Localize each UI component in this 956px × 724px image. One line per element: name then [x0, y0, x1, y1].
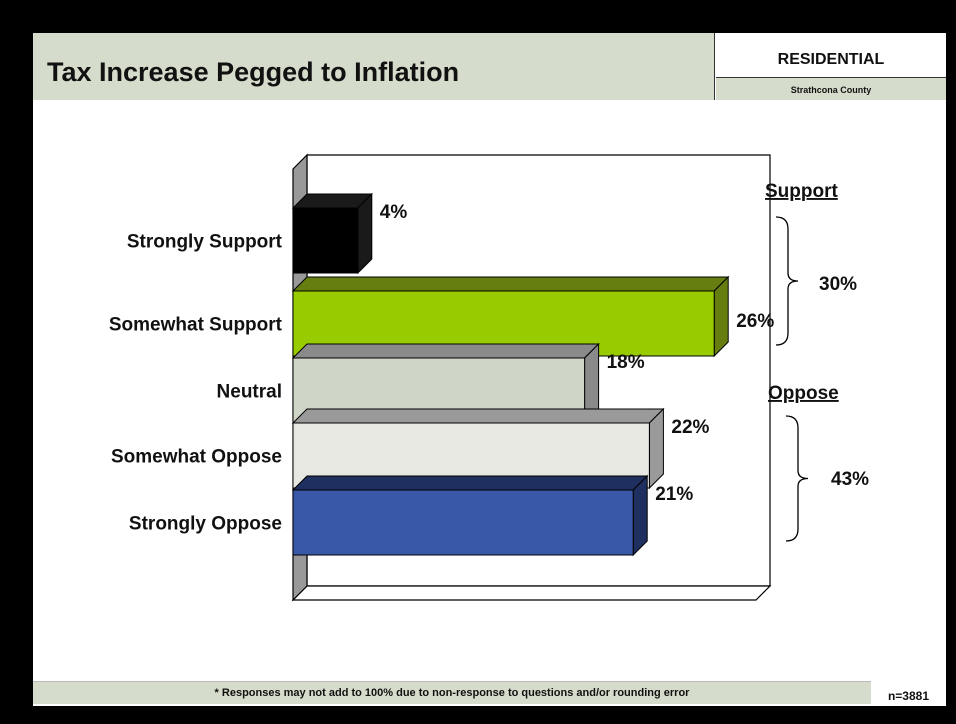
sample-size: n=3881	[871, 689, 946, 703]
footnote-box: * Responses may not add to 100% due to n…	[33, 681, 871, 704]
group-total-1: 43%	[831, 469, 869, 490]
bar-top-2	[293, 344, 599, 358]
value-label-1: 26%	[736, 311, 774, 332]
sample-size-box: n=3881	[871, 681, 946, 706]
bar-side-3	[649, 409, 663, 488]
bar-side-4	[633, 476, 647, 555]
bar-4	[293, 490, 633, 555]
bar-top-4	[293, 476, 647, 490]
slide: Tax Increase Pegged to Inflation RESIDEN…	[33, 33, 946, 706]
category-label-4: Strongly Oppose	[129, 514, 282, 535]
group-label-1: Oppose	[768, 383, 839, 404]
category-label-2: Neutral	[217, 382, 282, 403]
category-label-0: Strongly Support	[127, 232, 283, 253]
group-label-0: Support	[765, 181, 838, 202]
value-label-3: 22%	[671, 417, 709, 438]
value-label-0: 4%	[380, 202, 408, 223]
bar-side-1	[714, 277, 728, 356]
group-bracket-1	[786, 416, 808, 541]
bar-top-1	[293, 277, 728, 291]
group-bracket-0	[776, 217, 798, 345]
value-label-2: 18%	[607, 352, 645, 373]
bar-0	[293, 208, 358, 273]
plot-floor	[293, 586, 770, 600]
category-label-1: Somewhat Support	[109, 315, 283, 336]
value-label-4: 21%	[655, 484, 693, 505]
bar-side-0	[358, 194, 372, 273]
footer: * Responses may not add to 100% due to n…	[33, 681, 946, 706]
group-total-0: 30%	[819, 274, 857, 295]
category-label-3: Somewhat Oppose	[111, 447, 282, 468]
bar-chart: Strongly Support 4% Somewhat Support 26% Neu…	[33, 33, 946, 633]
footnote: * Responses may not add to 100% due to n…	[33, 687, 871, 699]
bar-top-3	[293, 409, 663, 423]
